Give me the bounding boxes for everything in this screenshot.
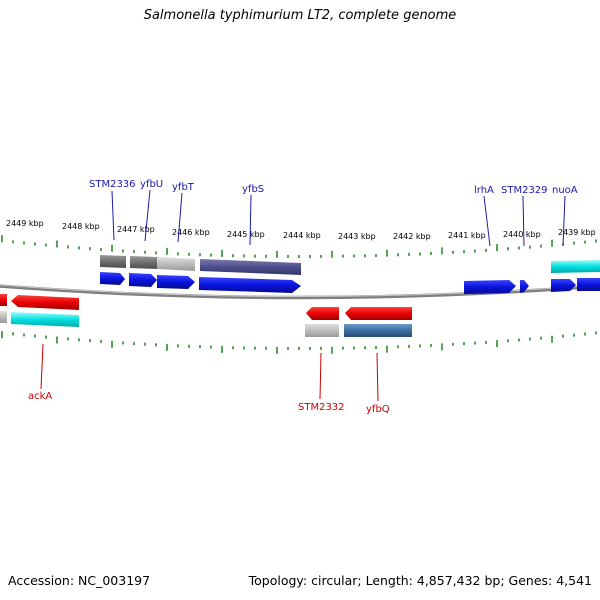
reverse-features-row2 <box>0 311 412 337</box>
feature-box[interactable] <box>100 255 126 268</box>
cds-arrow[interactable] <box>199 277 301 293</box>
feature-box[interactable] <box>344 324 412 337</box>
cds-arrow[interactable] <box>157 275 195 289</box>
feature-box[interactable] <box>130 256 157 269</box>
scale-label: 2439 kbp <box>558 228 596 237</box>
scale-label: 2440 kbp <box>503 230 541 239</box>
cds-arrow[interactable] <box>577 278 600 291</box>
genome-summary-text: Topology: circular; Length: 4,857,432 bp… <box>248 573 592 588</box>
cds-arrow[interactable] <box>129 273 157 287</box>
scale-label: 2444 kbp <box>283 231 321 240</box>
scale-label: 2441 kbp <box>448 231 486 240</box>
gene-label[interactable]: ackA <box>28 391 52 402</box>
scale-labels: 2449 kbp 2448 kbp 2447 kbp 2446 kbp 2445… <box>6 219 596 241</box>
feature-box[interactable] <box>0 311 7 323</box>
bottom-gene-labels: ackA STM2332 yfbQ <box>28 391 390 415</box>
forward-cds-row <box>100 272 600 294</box>
scale-label: 2446 kbp <box>172 228 210 237</box>
feature-box[interactable] <box>551 260 600 273</box>
feature-box[interactable] <box>11 312 79 327</box>
accession-text: Accession: NC_003197 <box>8 573 151 588</box>
feature-box[interactable] <box>200 259 301 275</box>
gene-label[interactable]: nuoA <box>552 185 578 196</box>
top-label-leaders <box>111 189 566 247</box>
scale-label: 2445 kbp <box>227 230 265 239</box>
scale-label: 2449 kbp <box>6 219 44 228</box>
map-title: Salmonella typhimurium LT2, complete gen… <box>143 8 457 23</box>
cds-arrow[interactable] <box>520 280 529 293</box>
top-gene-labels: STM2336 yfbU yfbT yfbS lrhA STM2329 nuoA <box>89 179 578 196</box>
scale-label: 2443 kbp <box>338 232 376 241</box>
cds-arrow[interactable] <box>100 272 125 285</box>
cds-arrow[interactable] <box>345 307 412 320</box>
reverse-cds-row <box>0 294 412 320</box>
cds-arrow[interactable] <box>11 295 79 310</box>
gene-label[interactable]: yfbT <box>172 182 195 193</box>
scale-label: 2442 kbp <box>393 232 431 241</box>
genome-backbone-highlight <box>0 284 600 297</box>
genome-backbone <box>0 284 600 300</box>
gene-label[interactable]: yfbS <box>242 184 264 195</box>
cds-arrow[interactable] <box>306 307 339 320</box>
feature-box[interactable] <box>157 257 195 271</box>
gene-label[interactable]: yfbQ <box>366 404 390 415</box>
forward-features-row1 <box>100 255 600 275</box>
cds-arrow[interactable] <box>464 280 516 294</box>
gene-label[interactable]: yfbU <box>140 179 163 190</box>
scale-label: 2447 kbp <box>117 225 155 234</box>
bottom-label-leaders <box>40 343 379 402</box>
cds-arrow[interactable] <box>551 279 576 292</box>
scale-ticks <box>1 235 597 354</box>
gene-label[interactable]: STM2332 <box>298 402 345 413</box>
gene-label[interactable]: lrhA <box>474 185 494 196</box>
gene-label[interactable]: STM2329 <box>501 185 548 196</box>
scale-label: 2448 kbp <box>62 222 100 231</box>
gene-label[interactable]: STM2336 <box>89 179 136 190</box>
cds-arrow[interactable] <box>0 294 7 306</box>
feature-box[interactable] <box>305 324 339 337</box>
